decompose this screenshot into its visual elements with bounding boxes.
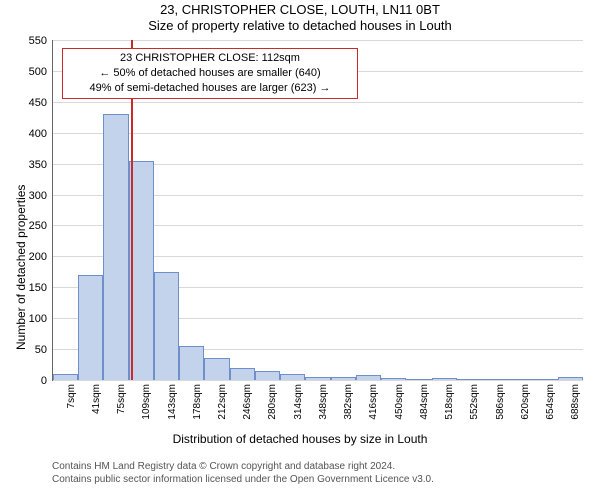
x-tick-label: 518sqm [444,384,455,420]
gridline: 0 [53,380,583,381]
x-tick-label: 450sqm [394,384,405,420]
histogram-bar [532,379,557,380]
histogram-bar [457,379,482,380]
histogram-bar [381,378,406,380]
x-tick-label: 620sqm [520,384,531,420]
x-tick-label: 586sqm [495,384,506,420]
y-tick-label: 200 [29,251,47,263]
x-tick-label: 280sqm [267,384,278,420]
annotation-line: ← 50% of detached houses are smaller (64… [69,66,351,81]
annotation-line: 23 CHRISTOPHER CLOSE: 112sqm [69,51,351,66]
x-tick-label: 7sqm [66,384,77,408]
y-tick-label: 500 [29,66,47,78]
histogram-bar [432,378,457,380]
histogram-bar [255,371,280,380]
x-tick-label: 654sqm [545,384,556,420]
x-tick-label: 314sqm [293,384,304,420]
histogram-bar [406,379,431,380]
histogram-bar [482,379,507,380]
x-tick-label: 109sqm [141,384,152,420]
histogram-bar [331,377,356,380]
x-tick-label: 552sqm [469,384,480,420]
y-tick-label: 400 [29,128,47,140]
y-axis-label: Number of detached properties [14,185,28,350]
y-tick-label: 250 [29,220,47,232]
y-tick-label: 550 [29,35,47,47]
y-tick-label: 150 [29,282,47,294]
histogram-bar [103,114,128,380]
footer-line: Contains HM Land Registry data © Crown c… [52,460,434,473]
annotation-box: 23 CHRISTOPHER CLOSE: 112sqm ← 50% of de… [62,48,358,99]
histogram-bar [204,358,229,380]
chart-container: 23, CHRISTOPHER CLOSE, LOUTH, LN11 0BT S… [0,0,600,500]
x-tick-label: 416sqm [368,384,379,420]
y-tick-label: 300 [29,190,47,202]
y-tick-label: 0 [41,375,47,387]
footer-attribution: Contains HM Land Registry data © Crown c… [52,460,434,486]
x-tick-label: 348sqm [318,384,329,420]
histogram-bar [78,275,103,380]
annotation-line: 49% of semi-detached houses are larger (… [69,81,351,96]
x-tick-label: 246sqm [242,384,253,420]
histogram-bar [280,374,305,380]
x-tick-label: 143sqm [167,384,178,420]
histogram-bar [507,379,532,380]
histogram-bar [53,374,78,380]
histogram-bar [356,375,381,380]
chart-title-line1: 23, CHRISTOPHER CLOSE, LOUTH, LN11 0BT [0,2,600,17]
y-tick-label: 100 [29,313,47,325]
x-axis-label: Distribution of detached houses by size … [0,432,600,446]
histogram-bar [154,272,179,380]
x-tick-label: 75sqm [116,384,127,414]
histogram-bar [230,368,255,380]
x-tick-label: 382sqm [343,384,354,420]
y-tick-label: 450 [29,97,47,109]
y-tick-label: 50 [35,344,47,356]
x-tick-label: 484sqm [419,384,430,420]
chart-title-line2: Size of property relative to detached ho… [0,18,600,33]
histogram-bar [558,377,583,380]
footer-line: Contains public sector information licen… [52,473,434,486]
y-tick-label: 350 [29,159,47,171]
x-tick-label: 178sqm [192,384,203,420]
x-tick-label: 688sqm [570,384,581,420]
x-tick-label: 41sqm [91,384,102,414]
x-tick-label: 212sqm [217,384,228,420]
histogram-bar [179,346,204,380]
histogram-bar [305,377,330,380]
